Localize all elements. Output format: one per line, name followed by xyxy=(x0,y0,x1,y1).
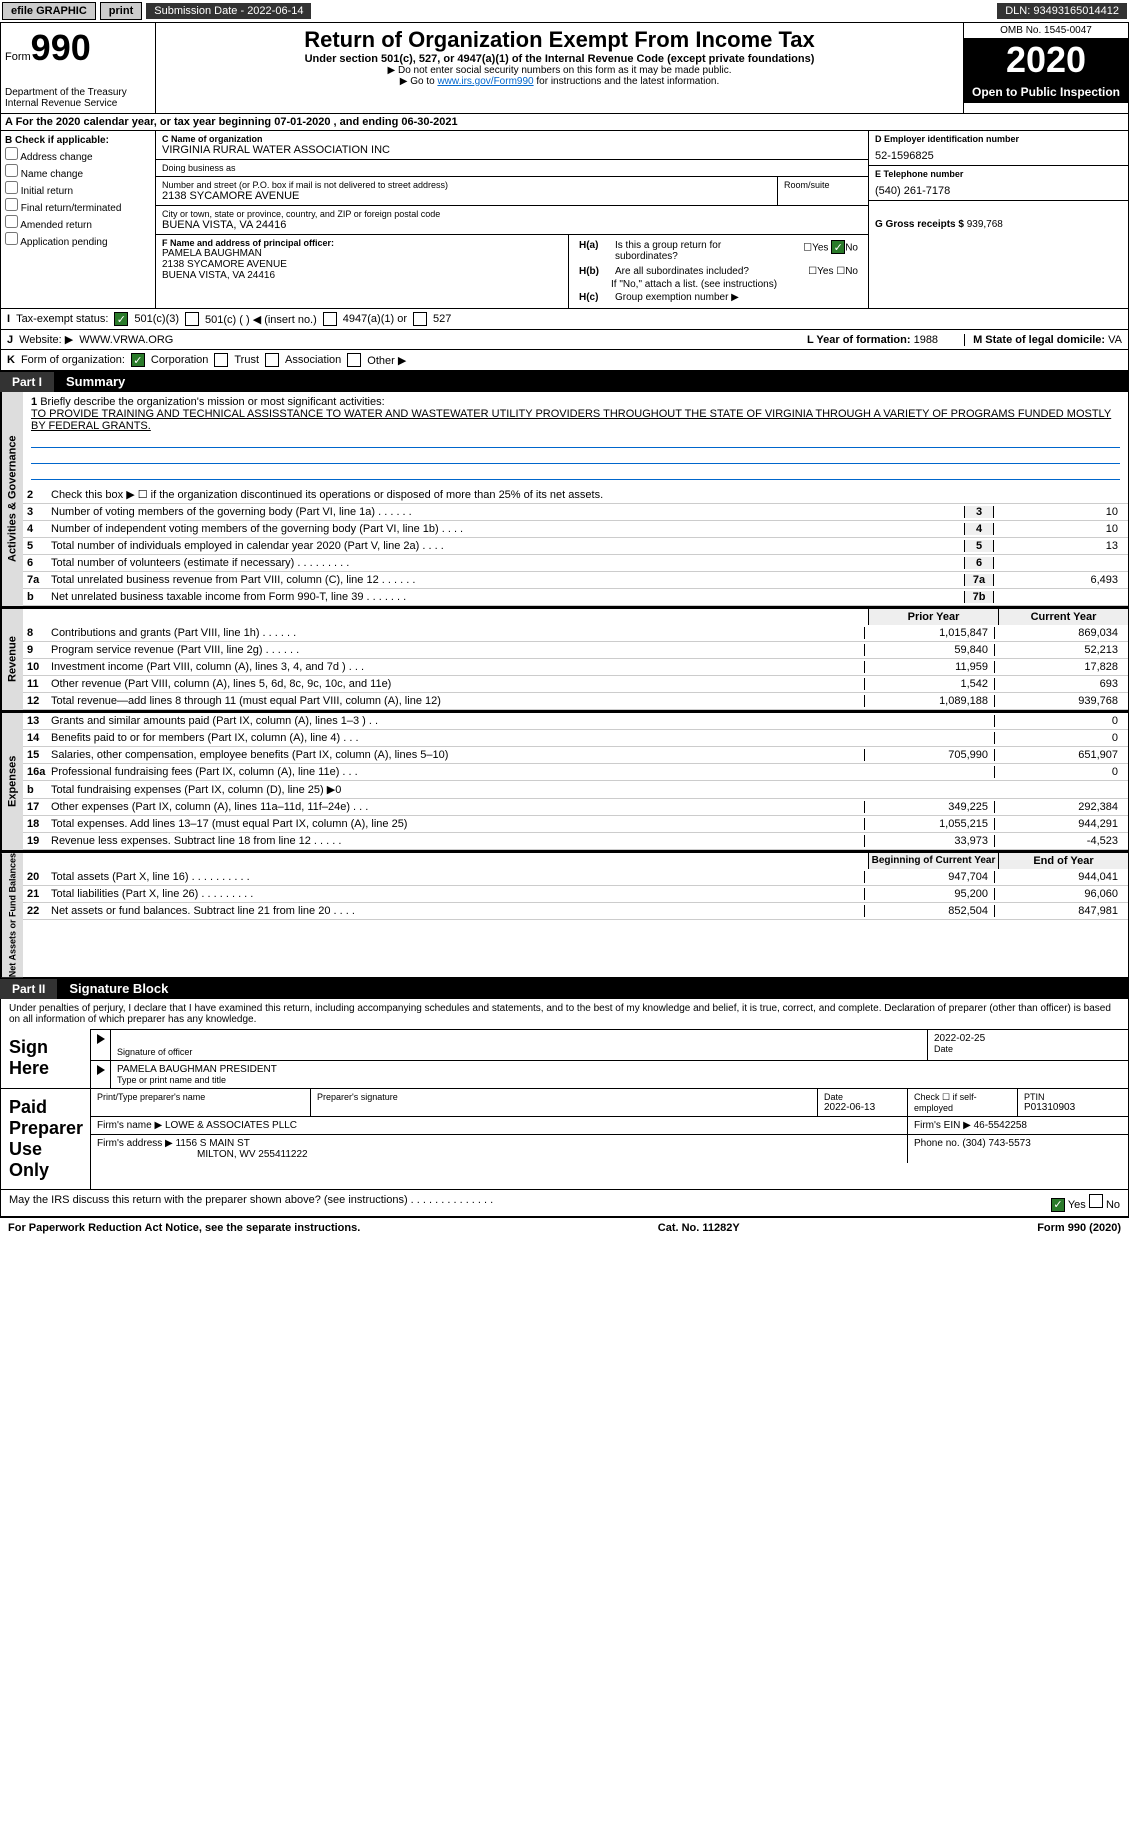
summary-line: 13Grants and similar amounts paid (Part … xyxy=(23,713,1128,730)
officer-name: PAMELA BAUGHMAN xyxy=(162,248,562,259)
summary-line: 20Total assets (Part X, line 16) . . . .… xyxy=(23,869,1128,886)
501c3-checkbox[interactable]: ✓ xyxy=(114,312,128,326)
4947-checkbox[interactable] xyxy=(323,312,337,326)
top-toolbar: efile GRAPHIC print Submission Date - 20… xyxy=(0,0,1129,22)
box-f-label: F Name and address of principal officer: xyxy=(162,238,334,248)
part1-header: Part ISummary xyxy=(0,371,1129,392)
ein-label: D Employer identification number xyxy=(875,134,1019,144)
summary-line: 11Other revenue (Part VIII, column (A), … xyxy=(23,676,1128,693)
summary-line: 21Total liabilities (Part X, line 26) . … xyxy=(23,886,1128,903)
room-label: Room/suite xyxy=(784,180,862,190)
501c-checkbox[interactable] xyxy=(185,312,199,326)
perjury-declaration: Under penalties of perjury, I declare th… xyxy=(1,999,1128,1029)
catalog-number: Cat. No. 11282Y xyxy=(658,1222,740,1234)
submission-date: Submission Date - 2022-06-14 xyxy=(146,3,311,19)
org-name: VIRGINIA RURAL WATER ASSOCIATION INC xyxy=(162,144,862,156)
period-row: A For the 2020 calendar year, or tax yea… xyxy=(0,114,1129,131)
box-b: B Check if applicable: Address change Na… xyxy=(1,131,156,308)
arrow-icon xyxy=(97,1065,105,1075)
revenue-tab: Revenue xyxy=(1,609,23,710)
tax-year: 2020 xyxy=(964,39,1128,81)
discuss-no-checkbox[interactable] xyxy=(1089,1194,1103,1208)
trust-checkbox[interactable] xyxy=(214,353,228,367)
print-button[interactable]: print xyxy=(100,2,142,20)
form-title: Return of Organization Exempt From Incom… xyxy=(160,27,959,53)
summary-line: 10Investment income (Part VIII, column (… xyxy=(23,659,1128,676)
form-number: 990 xyxy=(31,27,91,68)
final-return-checkbox[interactable] xyxy=(5,198,18,211)
officer-addr2: BUENA VISTA, VA 24416 xyxy=(162,270,562,281)
form-note1: ▶ Do not enter social security numbers o… xyxy=(160,65,959,76)
addr-label: Number and street (or P.O. box if mail i… xyxy=(162,180,771,190)
summary-line: 12Total revenue—add lines 8 through 11 (… xyxy=(23,693,1128,710)
summary-line: 6Total number of volunteers (estimate if… xyxy=(23,555,1128,572)
org-name-label: C Name of organization xyxy=(162,134,862,144)
mission-text: TO PROVIDE TRAINING AND TECHNICAL ASSISS… xyxy=(31,408,1111,432)
paid-preparer-label: Paid Preparer Use Only xyxy=(1,1089,91,1189)
association-checkbox[interactable] xyxy=(265,353,279,367)
omb-number: OMB No. 1545-0047 xyxy=(964,23,1128,39)
ha-no-checkbox[interactable]: ✓ xyxy=(831,240,845,254)
corporation-checkbox[interactable]: ✓ xyxy=(131,353,145,367)
527-checkbox[interactable] xyxy=(413,312,427,326)
summary-line: 19Revenue less expenses. Subtract line 1… xyxy=(23,833,1128,850)
form-header: Form990 Department of the Treasury Inter… xyxy=(0,22,1129,114)
summary-line: 9Program service revenue (Part VIII, lin… xyxy=(23,642,1128,659)
summary-line: 17Other expenses (Part IX, column (A), l… xyxy=(23,799,1128,816)
website-value: WWW.VRWA.ORG xyxy=(79,334,173,346)
summary-line: 22Net assets or fund balances. Subtract … xyxy=(23,903,1128,920)
efile-button[interactable]: efile GRAPHIC xyxy=(2,2,96,20)
summary-line: 15Salaries, other compensation, employee… xyxy=(23,747,1128,764)
city-label: City or town, state or province, country… xyxy=(162,209,862,219)
amended-return-checkbox[interactable] xyxy=(5,215,18,228)
arrow-icon xyxy=(97,1034,105,1044)
street-address: 2138 SYCAMORE AVENUE xyxy=(162,190,771,202)
ein-value: 52-1596825 xyxy=(875,150,1122,162)
summary-line: 7aTotal unrelated business revenue from … xyxy=(23,572,1128,589)
city-state-zip: BUENA VISTA, VA 24416 xyxy=(162,219,862,231)
form-footer: Form 990 (2020) xyxy=(1037,1222,1121,1234)
phone-value: (540) 261-7178 xyxy=(875,185,1122,197)
inspection-label: Open to Public Inspection xyxy=(964,81,1128,103)
summary-line: bNet unrelated business taxable income f… xyxy=(23,589,1128,606)
form-label: Form xyxy=(5,51,31,63)
pra-notice: For Paperwork Reduction Act Notice, see … xyxy=(8,1222,360,1234)
dba-label: Doing business as xyxy=(162,163,862,173)
summary-line: 4Number of independent voting members of… xyxy=(23,521,1128,538)
sign-here-label: Sign Here xyxy=(1,1029,91,1088)
summary-line: bTotal fundraising expenses (Part IX, co… xyxy=(23,781,1128,799)
officer-addr1: 2138 SYCAMORE AVENUE xyxy=(162,259,562,270)
summary-line: 5Total number of individuals employed in… xyxy=(23,538,1128,555)
header-block: B Check if applicable: Address change Na… xyxy=(0,131,1129,309)
governance-tab: Activities & Governance xyxy=(1,392,23,606)
discuss-yes-checkbox[interactable]: ✓ xyxy=(1051,1198,1065,1212)
summary-line: 8Contributions and grants (Part VIII, li… xyxy=(23,625,1128,642)
name-change-checkbox[interactable] xyxy=(5,164,18,177)
dept-label: Department of the Treasury Internal Reve… xyxy=(5,87,151,109)
net-assets-tab: Net Assets or Fund Balances xyxy=(1,853,23,977)
app-pending-checkbox[interactable] xyxy=(5,232,18,245)
expenses-tab: Expenses xyxy=(1,713,23,850)
addr-change-checkbox[interactable] xyxy=(5,147,18,160)
form-subtitle: Under section 501(c), 527, or 4947(a)(1)… xyxy=(160,53,959,65)
initial-return-checkbox[interactable] xyxy=(5,181,18,194)
summary-line: 14Benefits paid to or for members (Part … xyxy=(23,730,1128,747)
gross-receipts: G Gross receipts $ 939,768 xyxy=(869,201,1128,233)
part2-header: Part IISignature Block xyxy=(0,978,1129,999)
summary-line: 3Number of voting members of the governi… xyxy=(23,504,1128,521)
summary-line: 16aProfessional fundraising fees (Part I… xyxy=(23,764,1128,781)
form-note2: ▶ Go to www.irs.gov/Form990 for instruct… xyxy=(160,76,959,87)
irs-link[interactable]: www.irs.gov/Form990 xyxy=(437,76,533,87)
other-checkbox[interactable] xyxy=(347,353,361,367)
phone-label: E Telephone number xyxy=(875,169,963,179)
dln-label: DLN: 93493165014412 xyxy=(997,3,1127,19)
summary-line: 18Total expenses. Add lines 13–17 (must … xyxy=(23,816,1128,833)
